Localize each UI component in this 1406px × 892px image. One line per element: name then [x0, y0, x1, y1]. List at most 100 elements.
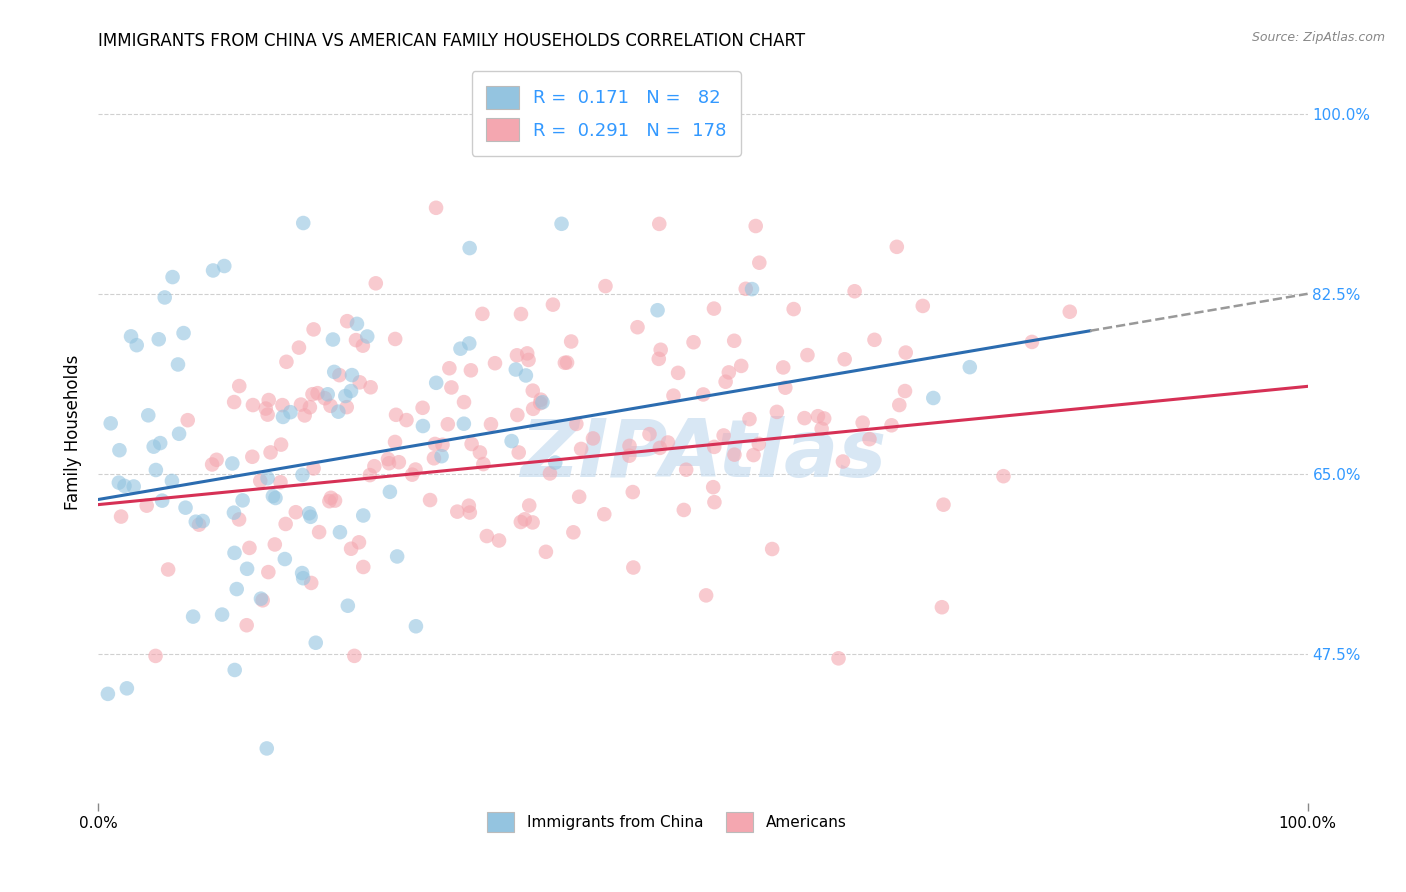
- Point: [734, 282, 756, 296]
- Point: [1021, 334, 1043, 349]
- Point: [120, 329, 142, 343]
- Point: [931, 600, 953, 615]
- Point: [761, 541, 783, 556]
- Point: [450, 342, 472, 356]
- Point: [430, 449, 453, 463]
- Point: [472, 457, 495, 471]
- Point: [173, 326, 195, 340]
- Point: [378, 484, 401, 499]
- Point: [249, 474, 271, 488]
- Point: [730, 359, 752, 373]
- Point: [148, 332, 170, 346]
- Point: [880, 418, 903, 433]
- Point: [359, 468, 381, 483]
- Point: [437, 417, 460, 432]
- Point: [782, 302, 804, 317]
- Point: [648, 351, 671, 366]
- Point: [458, 241, 481, 255]
- Point: [565, 417, 588, 431]
- Point: [858, 432, 880, 446]
- Point: [568, 490, 591, 504]
- Point: [513, 512, 536, 526]
- Point: [385, 408, 408, 422]
- Point: [959, 360, 981, 375]
- Point: [347, 535, 370, 549]
- Point: [666, 366, 689, 380]
- Point: [352, 560, 374, 574]
- Point: [675, 463, 697, 477]
- Point: [211, 607, 233, 622]
- Point: [298, 506, 321, 520]
- Point: [550, 217, 572, 231]
- Point: [796, 348, 818, 362]
- Point: [741, 282, 763, 296]
- Y-axis label: Family Households: Family Households: [65, 355, 83, 510]
- Point: [250, 591, 273, 606]
- Point: [160, 474, 183, 488]
- Point: [336, 314, 359, 328]
- Point: [522, 384, 544, 398]
- Point: [378, 456, 401, 470]
- Point: [316, 387, 339, 401]
- Point: [335, 389, 357, 403]
- Point: [108, 475, 131, 490]
- Point: [314, 391, 336, 405]
- Point: [274, 516, 297, 531]
- Point: [136, 409, 159, 423]
- Point: [650, 343, 672, 357]
- Point: [236, 562, 259, 576]
- Point: [662, 389, 685, 403]
- Point: [538, 467, 561, 481]
- Point: [479, 417, 502, 432]
- Point: [744, 219, 766, 233]
- Point: [703, 495, 725, 509]
- Point: [852, 416, 875, 430]
- Point: [201, 458, 224, 472]
- Point: [142, 440, 165, 454]
- Point: [221, 457, 243, 471]
- Point: [181, 609, 204, 624]
- Point: [346, 317, 368, 331]
- Point: [544, 456, 567, 470]
- Point: [191, 514, 214, 528]
- Point: [263, 537, 285, 551]
- Point: [510, 307, 533, 321]
- Point: [232, 493, 254, 508]
- Point: [457, 499, 479, 513]
- Point: [922, 391, 945, 405]
- Point: [299, 576, 322, 591]
- Point: [813, 411, 835, 425]
- Point: [157, 562, 180, 576]
- Point: [672, 503, 695, 517]
- Point: [541, 298, 564, 312]
- Point: [894, 384, 917, 398]
- Point: [509, 515, 531, 529]
- Text: Source: ZipAtlas.com: Source: ZipAtlas.com: [1251, 31, 1385, 45]
- Point: [280, 405, 302, 419]
- Point: [292, 571, 315, 585]
- Point: [222, 506, 245, 520]
- Point: [242, 398, 264, 412]
- Point: [807, 409, 830, 424]
- Point: [703, 440, 725, 454]
- Point: [336, 400, 359, 414]
- Point: [360, 380, 382, 394]
- Point: [274, 552, 297, 566]
- Point: [793, 411, 815, 425]
- Point: [385, 549, 408, 564]
- Point: [328, 368, 350, 383]
- Point: [340, 368, 363, 383]
- Point: [638, 427, 661, 442]
- Point: [717, 365, 740, 379]
- Point: [423, 451, 446, 466]
- Point: [323, 493, 346, 508]
- Point: [723, 334, 745, 348]
- Point: [562, 525, 585, 540]
- Point: [517, 353, 540, 368]
- Point: [713, 428, 735, 442]
- Point: [349, 376, 371, 390]
- Point: [395, 413, 418, 427]
- Point: [238, 541, 260, 555]
- Point: [621, 485, 644, 500]
- Point: [177, 413, 200, 427]
